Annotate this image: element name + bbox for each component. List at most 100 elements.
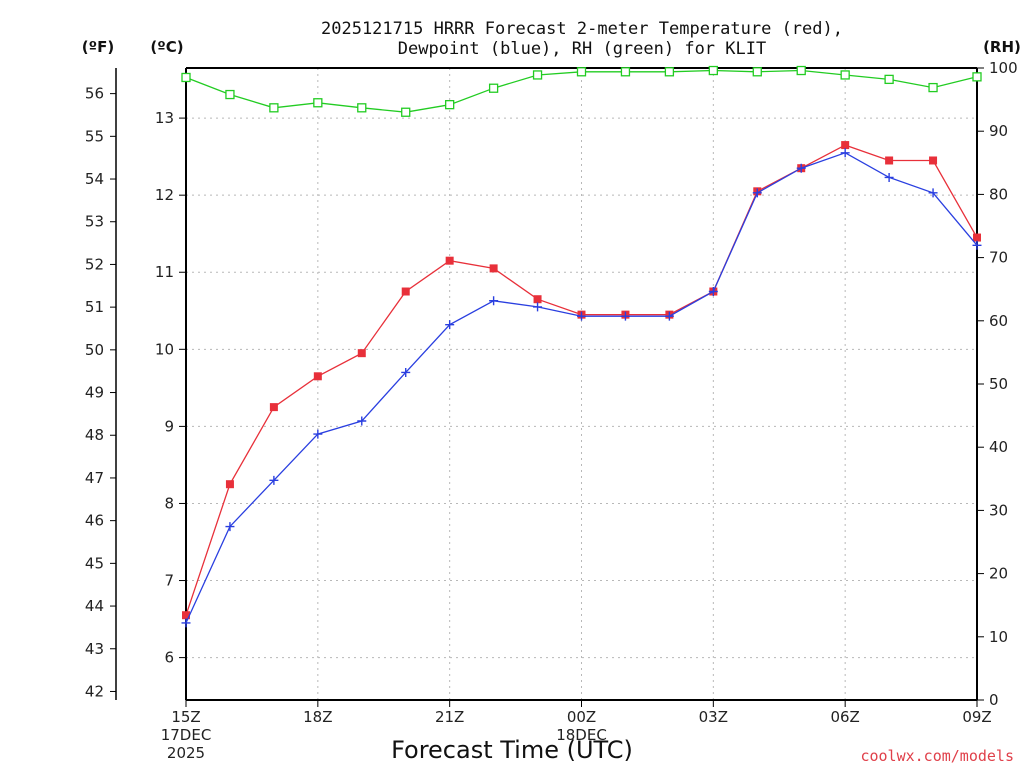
celsius-tick-label: 8 [164,494,174,512]
chart-title-line-1: 2025121715 HRRR Forecast 2-meter Tempera… [321,19,843,39]
temperature-point [973,233,981,242]
x-tick-label: 18Z [303,708,332,726]
rh-tick-label: 20 [989,565,1008,583]
celsius-tick-label: 10 [155,340,174,358]
x-tick-label: 17DEC [161,726,212,744]
x-tick-label: 00Z [567,708,596,726]
fahrenheit-unit-label: (ºF) [82,38,114,56]
rh-point [488,83,499,93]
fahrenheit-tick-label: 43 [85,640,104,658]
temperature-point [489,264,498,273]
fahrenheit-tick-label: 56 [85,85,104,103]
fahrenheit-tick-label: 46 [85,512,104,530]
fahrenheit-tick-label: 47 [85,469,104,487]
rh-tick-label: 60 [989,312,1008,330]
fahrenheit-tick-label: 52 [85,255,104,273]
temperature-point [929,156,938,165]
temperature-point [841,141,850,150]
x-tick-label: 03Z [699,708,728,726]
temperature-point [182,611,190,620]
rh-point [357,103,367,113]
rh-point [576,67,587,77]
rh-point [708,65,718,76]
dewpoint-point [445,320,455,330]
rh-point [181,72,191,83]
celsius-unit-label: (ºC) [150,38,183,56]
rh-tick-label: 10 [989,628,1008,646]
dewpoint-point [269,475,279,485]
temperature-point [533,295,542,304]
rh-point [445,100,455,110]
rh-point [269,103,279,113]
x-tick-label: 21Z [435,708,464,726]
chart-title-line-2: Dewpoint (blue), RH (green) for KLIT [398,39,766,59]
fahrenheit-tick-label: 51 [85,298,104,316]
dewpoint-point [928,188,938,198]
rh-point [884,74,894,85]
rh-point [401,107,411,117]
dewpoint-point [225,522,235,532]
dewpoint-point [884,172,894,182]
dewpoint-point [840,148,850,158]
rh-tick-label: 90 [989,122,1008,140]
rh-unit-label: (RH) [983,38,1021,56]
credit-text: coolwx.com/models [860,747,1014,765]
dewpoint-point [708,287,718,297]
rh-point [620,67,631,77]
temperature-point [885,156,894,165]
temperature-point [269,403,278,412]
axis-layer: 6 7 8 9 10 11 12 13 42 43 44 45 46 47 48 49 50 51 52 53 54 55… [85,59,1018,709]
rh-point [972,72,982,82]
rh-tick-label: 40 [989,438,1008,456]
x-tick-label: 2025 [167,744,205,762]
fahrenheit-tick-label: 42 [85,682,104,700]
rh-point [928,82,938,93]
temperature-point [401,287,410,296]
rh-tick-label: 50 [989,375,1008,393]
x-tick-label: 06Z [830,708,859,726]
celsius-tick-label: 13 [155,109,174,127]
rh-tick-label: 70 [989,249,1008,267]
x-axis-label: Forecast Time (UTC) [391,736,633,764]
dewpoint-point [401,367,411,377]
rh-point [313,98,323,108]
dewpoint-point [181,618,191,628]
dewpoint-point [313,429,323,439]
temperature-point [313,372,322,381]
rh-point [796,65,806,76]
temperature-point [445,256,454,265]
rh-tick-label: 100 [989,59,1018,77]
fahrenheit-tick-label: 48 [85,426,104,444]
series-layer [181,65,982,628]
rh-tick-label: 30 [989,501,1008,519]
rh-point [752,67,762,77]
dewpoint-point [620,311,630,321]
dewpoint-point [489,296,499,306]
celsius-tick-label: 11 [155,263,174,281]
x-tick-label: 18DEC [556,726,607,744]
dewpoint-point [752,188,762,198]
fahrenheit-tick-label: 53 [85,213,104,231]
temperature-point [357,349,366,358]
x-tick-label: 15Z [171,708,200,726]
dewpoint-point [796,163,806,173]
grid-layer [186,68,977,700]
x-tick-label: 09Z [962,708,991,726]
fahrenheit-tick-label: 49 [85,384,104,402]
dewpoint-point [972,240,982,250]
dewpoint-point [664,311,674,321]
rh-tick-label: 0 [989,691,999,709]
celsius-tick-label: 6 [164,649,174,667]
dewpoint-point [357,416,367,426]
celsius-tick-label: 9 [164,417,174,435]
dewpoint-point [533,302,543,312]
rh-tick-label: 80 [989,185,1008,203]
rh-point [840,70,850,80]
temperature-point [225,480,234,489]
fahrenheit-tick-label: 54 [85,170,104,188]
rh-point [225,89,235,100]
dewpoint-point [577,311,586,321]
